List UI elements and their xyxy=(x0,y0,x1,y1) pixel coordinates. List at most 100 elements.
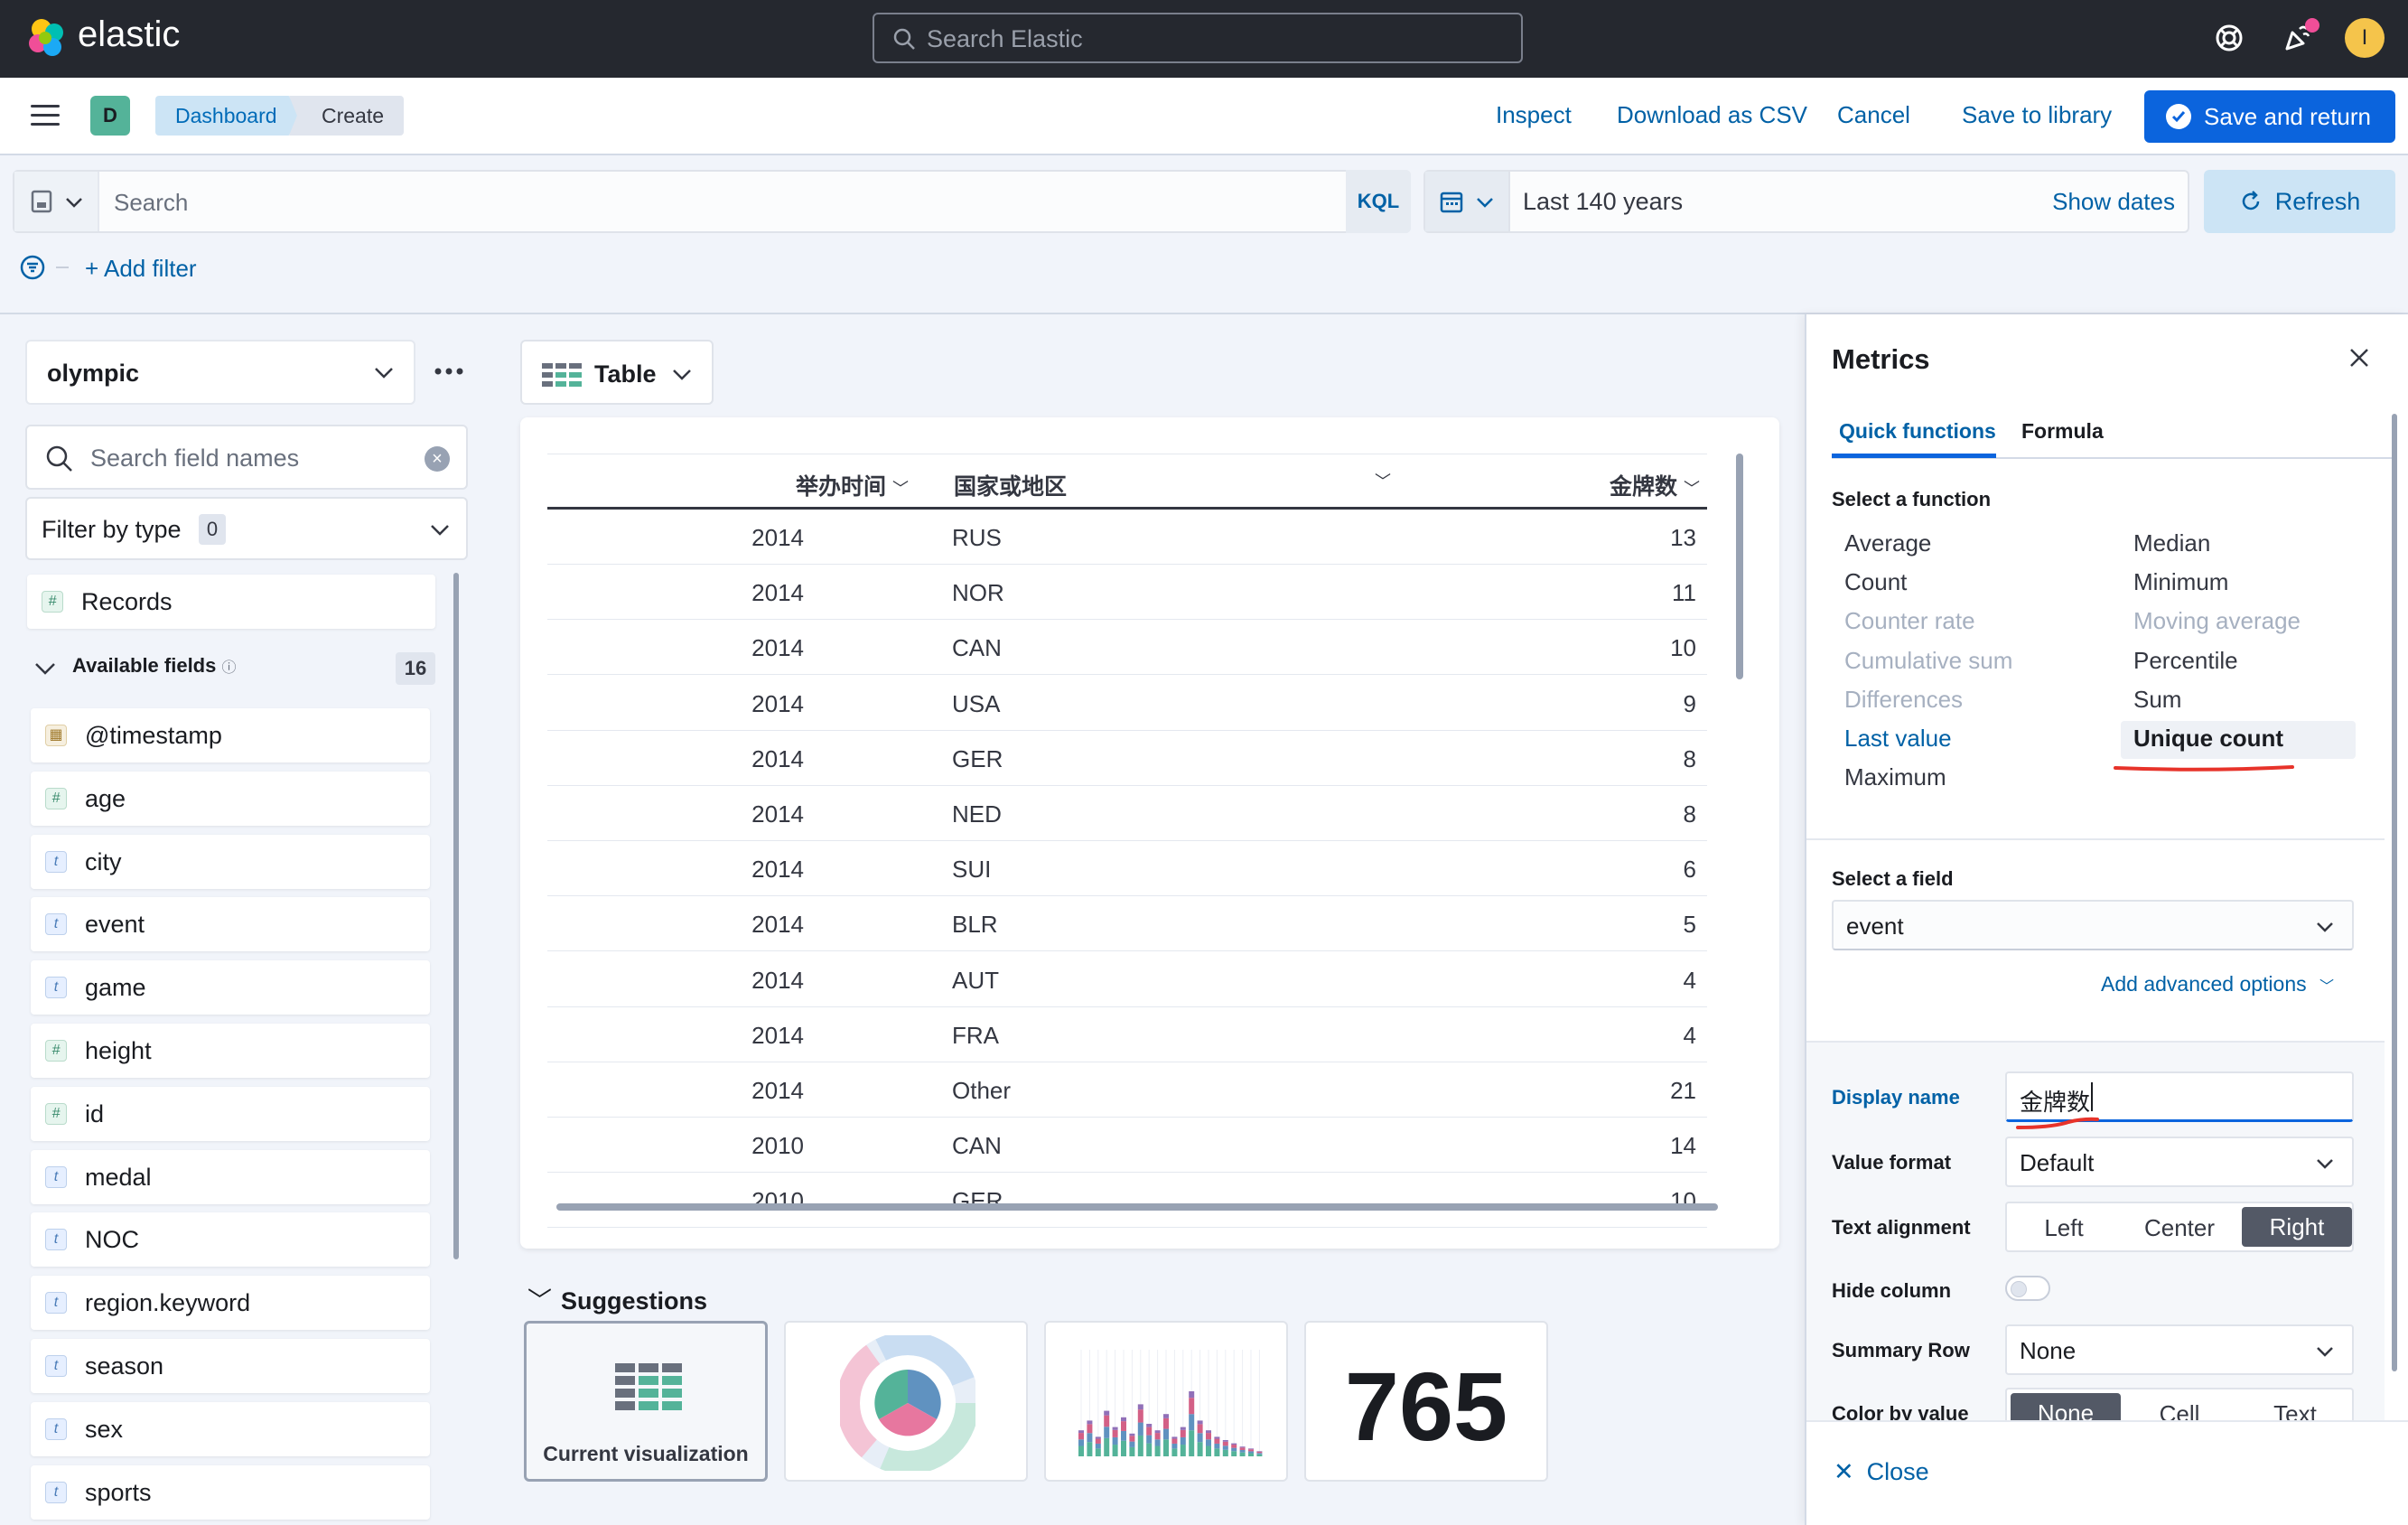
date-quick-menu[interactable] xyxy=(1425,172,1510,231)
field-item[interactable]: t season xyxy=(31,1339,430,1393)
help-icon[interactable] xyxy=(2211,20,2247,56)
visualization-type-selector[interactable]: Table xyxy=(520,340,714,405)
suggestion-metric[interactable]: 765 xyxy=(1304,1321,1548,1482)
saved-query-menu[interactable] xyxy=(14,172,99,231)
close-flyout-button[interactable]: ✕ Close xyxy=(1834,1458,1929,1485)
field-item[interactable]: # height xyxy=(31,1024,430,1078)
field-item[interactable]: t event xyxy=(31,897,430,952)
column-header-gold[interactable]: 金牌数 ﹀ xyxy=(1610,474,1700,500)
align-left-button[interactable]: Left xyxy=(2044,1214,2084,1241)
table-cell: RUS xyxy=(952,524,1002,551)
function-option[interactable]: Maximum xyxy=(1844,763,1946,791)
field-select[interactable]: event xyxy=(1832,900,2354,950)
tab-quick-functions[interactable]: Quick functions xyxy=(1839,419,1996,443)
field-item[interactable]: # age xyxy=(31,771,430,826)
field-item[interactable]: # id xyxy=(31,1086,430,1141)
space-avatar[interactable]: D xyxy=(90,96,130,136)
flyout-scrollbar[interactable] xyxy=(2392,414,2397,1371)
inspect-link[interactable]: Inspect xyxy=(1496,101,1572,128)
column-header-country[interactable]: 国家或地区 xyxy=(954,474,1068,500)
query-language-button[interactable]: KQL xyxy=(1346,170,1411,233)
field-search-input[interactable]: Search field names × xyxy=(25,425,468,490)
data-view-selector[interactable]: olympic xyxy=(25,340,415,405)
field-item-records[interactable]: # Records xyxy=(27,575,435,629)
suggestions-toggle[interactable]: ﹀ Suggestions xyxy=(527,1281,707,1316)
thumbnail-bar-segment xyxy=(1206,1430,1211,1434)
thumbnail-bar-segment xyxy=(1180,1427,1186,1430)
column-header-year[interactable]: 举办时间 ﹀ xyxy=(796,474,909,500)
table-cell: BLR xyxy=(952,911,998,939)
display-name-input[interactable]: 金牌数 xyxy=(2005,1071,2354,1122)
function-option[interactable]: Last value xyxy=(1844,725,1952,752)
function-option[interactable]: Minimum xyxy=(2133,568,2229,596)
function-option[interactable]: Average xyxy=(1844,529,1932,557)
search-icon xyxy=(893,28,915,50)
table-cell: 11 xyxy=(1672,579,1696,607)
hamburger-menu-icon[interactable] xyxy=(31,105,60,126)
thumbnail-bar-segment xyxy=(1078,1445,1084,1456)
field-item[interactable]: ▦ @timestamp xyxy=(31,708,430,762)
more-options-icon[interactable] xyxy=(434,365,464,378)
add-advanced-options-link[interactable]: Add advanced options ﹀ xyxy=(2101,972,2335,996)
chevron-down-icon[interactable]: ﹀ xyxy=(1375,472,1391,491)
thumbnail-bar-segment xyxy=(1078,1439,1084,1446)
filter-menu-icon[interactable] xyxy=(18,255,72,282)
field-item[interactable]: t sex xyxy=(31,1401,430,1456)
global-search-input[interactable]: Search Elastic xyxy=(873,13,1523,63)
field-list-scrollbar[interactable] xyxy=(453,573,459,1259)
align-center-button[interactable]: Center xyxy=(2143,1214,2216,1241)
time-range-label[interactable]: Last 140 years xyxy=(1523,188,1684,215)
thumbnail-bar-segment xyxy=(1171,1448,1178,1456)
summary-row-select[interactable]: None xyxy=(2005,1324,2354,1375)
donut-chart-thumbnail-icon xyxy=(840,1335,975,1471)
available-fields-count: 16 xyxy=(396,652,435,685)
cancel-link[interactable]: Cancel xyxy=(1837,101,1910,128)
save-and-return-button[interactable]: Save and return xyxy=(2144,90,2395,143)
add-filter-button[interactable]: + Add filter xyxy=(85,255,197,282)
table-row: 2014 BLR 5 xyxy=(547,896,1707,952)
value-format-select[interactable]: Default xyxy=(2005,1137,2354,1187)
chevron-down-icon[interactable] xyxy=(34,661,56,680)
hide-column-toggle[interactable] xyxy=(2005,1276,2050,1301)
field-item[interactable]: t medal xyxy=(31,1149,430,1204)
elastic-logo-icon[interactable] xyxy=(25,16,69,60)
suggestion-donut-chart[interactable] xyxy=(784,1321,1028,1482)
clear-icon[interactable]: × xyxy=(425,446,450,472)
summary-row-label: Summary Row xyxy=(1832,1339,1970,1361)
align-right-button[interactable]: Right xyxy=(2242,1207,2352,1247)
field-item[interactable]: t sports xyxy=(31,1464,430,1520)
field-item[interactable]: t city xyxy=(31,834,430,889)
show-dates-link[interactable]: Show dates xyxy=(2052,188,2175,215)
suggestion-bar-chart[interactable] xyxy=(1044,1321,1288,1482)
function-option[interactable]: Median xyxy=(2133,529,2211,557)
chevron-down-icon xyxy=(375,368,393,379)
table-row: 2014 USA 9 xyxy=(547,676,1707,731)
table-cell: NED xyxy=(952,800,1002,828)
function-option[interactable]: Sum xyxy=(2133,685,2182,713)
field-item[interactable]: t NOC xyxy=(31,1212,430,1268)
field-item[interactable]: t game xyxy=(31,960,430,1015)
function-option[interactable]: Count xyxy=(1844,568,1908,596)
field-item[interactable]: t region.keyword xyxy=(31,1276,430,1331)
table-horizontal-scrollbar[interactable] xyxy=(556,1203,1718,1211)
tab-formula[interactable]: Formula xyxy=(2021,419,2104,443)
user-avatar[interactable]: I xyxy=(2345,18,2385,58)
value-format-value: Default xyxy=(2020,1149,2095,1176)
function-option[interactable]: Percentile xyxy=(2133,646,2238,674)
refresh-label: Refresh xyxy=(2274,187,2361,215)
table-cell: 2014 xyxy=(751,689,804,717)
function-option[interactable]: Unique count xyxy=(2133,725,2284,752)
date-picker[interactable]: Last 140 years Show dates xyxy=(1423,170,2189,233)
table-cell: AUT xyxy=(952,966,999,994)
field-name: age xyxy=(85,784,126,812)
download-csv-link[interactable]: Download as CSV xyxy=(1617,101,1807,128)
suggestion-current-visualization[interactable]: Current visualization xyxy=(524,1321,768,1482)
breadcrumb-dashboard[interactable]: Dashboard xyxy=(155,96,301,136)
table-cell: 21 xyxy=(1670,1077,1696,1104)
save-to-library-link[interactable]: Save to library xyxy=(1962,101,2113,128)
filter-by-type-button[interactable]: Filter by type 0 xyxy=(25,497,468,560)
query-input[interactable]: Search xyxy=(13,170,1411,233)
refresh-button[interactable]: Refresh xyxy=(2204,170,2395,233)
close-icon[interactable] xyxy=(2348,347,2370,369)
table-vertical-scrollbar[interactable] xyxy=(1736,454,1743,679)
